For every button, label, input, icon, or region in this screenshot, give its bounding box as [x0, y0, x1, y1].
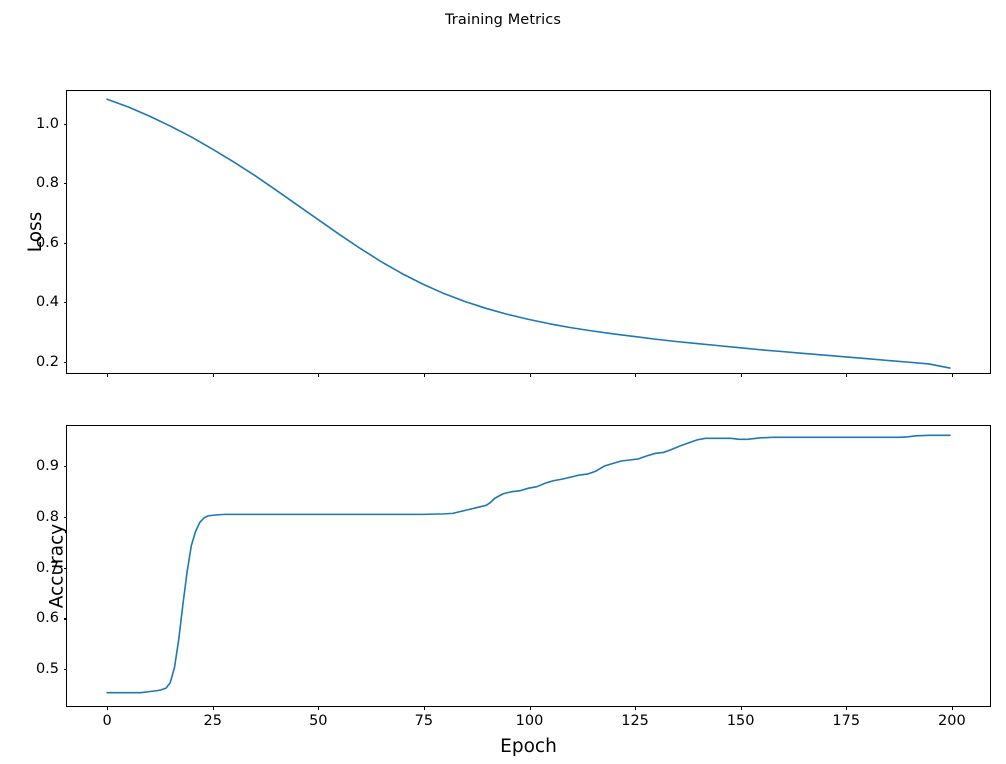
y-tick-mark	[63, 517, 67, 519]
y-tick-mark	[63, 669, 67, 671]
y-tick-mark	[63, 618, 67, 620]
accuracy-subplot: Accuracy 0.5 0.6 0.7 0.8 0.9 0 25 50 75 100 125 150…	[36, 425, 991, 729]
x-tick-label: 75	[414, 713, 434, 729]
x-tick-mark	[423, 706, 425, 710]
x-tick-mark	[107, 706, 109, 710]
x-tick-mark	[212, 706, 214, 710]
y-tick-mark	[63, 361, 67, 363]
x-tick-mark	[635, 706, 637, 710]
y-tick-label: 0.7	[35, 559, 59, 576]
y-tick-label: 0.4	[35, 294, 59, 311]
x-tick-label: 50	[309, 713, 328, 729]
x-tick-mark	[846, 706, 848, 710]
x-tick-mark	[318, 373, 320, 377]
x-tick-mark	[635, 373, 637, 377]
x-tick-mark	[529, 373, 531, 377]
loss-subplot: Loss 0.2 0.4 0.6 0.8 1.0	[25, 90, 991, 377]
loss-line-plot	[67, 91, 990, 373]
y-tick-label: 0.5	[35, 661, 59, 678]
y-tick-label: 1.0	[35, 115, 59, 132]
x-tick-mark	[740, 706, 742, 710]
x-tick-label: 0	[102, 713, 112, 729]
y-tick-label: 0.8	[35, 175, 59, 192]
data-line-accuracy	[107, 435, 950, 692]
y-tick-mark	[63, 466, 67, 468]
x-tick-mark	[740, 373, 742, 377]
x-tick-mark	[212, 373, 214, 377]
x-axis-label: Epoch	[500, 736, 557, 757]
y-tick-label: 0.6	[35, 610, 59, 627]
y-tick-mark	[63, 183, 67, 185]
x-tick-mark	[423, 373, 425, 377]
x-tick-mark	[951, 706, 953, 710]
y-tick-label: 0.9	[35, 458, 59, 475]
x-tick-mark	[846, 373, 848, 377]
data-line-loss	[107, 99, 950, 368]
x-tick-label: 150	[726, 713, 755, 729]
x-tick-mark	[318, 706, 320, 710]
x-tick-label: 200	[938, 713, 966, 729]
y-tick-mark	[63, 242, 67, 244]
figure-title: Training Metrics	[444, 12, 562, 28]
y-tick-mark	[63, 302, 67, 304]
x-tick-mark	[107, 373, 109, 377]
x-tick-label: 175	[832, 713, 861, 729]
y-tick-label: 0.8	[35, 509, 59, 526]
y-tick-label: 0.6	[35, 234, 59, 251]
accuracy-line-plot	[67, 426, 990, 706]
x-tick-mark	[951, 373, 953, 377]
x-tick-label: 125	[621, 713, 649, 729]
y-tick-label: 0.2	[35, 353, 59, 370]
y-tick-mark	[63, 567, 67, 569]
x-tick-label: 25	[203, 713, 222, 729]
x-tick-label: 100	[515, 713, 544, 729]
y-tick-mark	[63, 123, 67, 126]
x-tick-mark	[529, 706, 531, 710]
